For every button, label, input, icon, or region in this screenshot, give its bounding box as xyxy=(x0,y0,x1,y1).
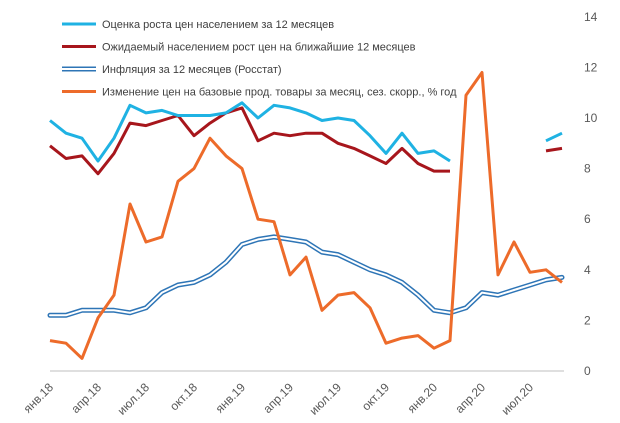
x-tick-label: апр.18 xyxy=(68,380,104,416)
y-axis: 0 2 4 6 8 10 12 14 xyxy=(584,10,598,378)
legend: Оценка роста цен населением за 12 месяце… xyxy=(62,19,457,99)
y-tick-label: 0 xyxy=(584,364,591,378)
y-tick-label: 6 xyxy=(584,212,591,226)
x-tick-label: июл.20 xyxy=(499,380,537,418)
x-tick-label: июл.18 xyxy=(115,380,153,418)
series-line-3 xyxy=(49,71,563,360)
legend-label: Инфляция за 12 месяцев (Росстат) xyxy=(102,64,282,76)
plot-area xyxy=(47,71,565,360)
series-line-inflation-outline xyxy=(47,234,565,318)
x-tick-label: апр.20 xyxy=(452,380,488,416)
x-tick-label: янв.19 xyxy=(213,380,249,416)
y-tick-label: 12 xyxy=(584,60,598,74)
y-tick-label: 2 xyxy=(584,313,591,327)
x-tick-label: янв.18 xyxy=(21,380,57,416)
series-line-inflation-inner xyxy=(49,235,563,317)
series-line-0 xyxy=(49,101,563,163)
x-axis: янв.18 апр.18 июл.18 окт.18 янв.19 апр.19 июл.… xyxy=(21,370,564,418)
x-tick-label: окт.19 xyxy=(359,380,392,413)
x-tick-label: окт.18 xyxy=(167,380,200,413)
y-tick-label: 4 xyxy=(584,263,591,277)
x-tick-label: апр.19 xyxy=(260,380,296,416)
legend-label: Оценка роста цен населением за 12 месяце… xyxy=(102,19,334,31)
legend-label: Ожидаемый населением рост цен на ближайш… xyxy=(102,42,416,54)
series-line-1 xyxy=(49,106,563,176)
x-tick-label: янв.20 xyxy=(405,380,441,416)
y-tick-label: 8 xyxy=(584,162,591,176)
y-tick-label: 14 xyxy=(584,10,598,24)
legend-label: Изменение цен на базовые прод. товары за… xyxy=(102,87,457,99)
y-tick-label: 10 xyxy=(584,111,598,125)
x-tick-label: июл.19 xyxy=(307,380,345,418)
